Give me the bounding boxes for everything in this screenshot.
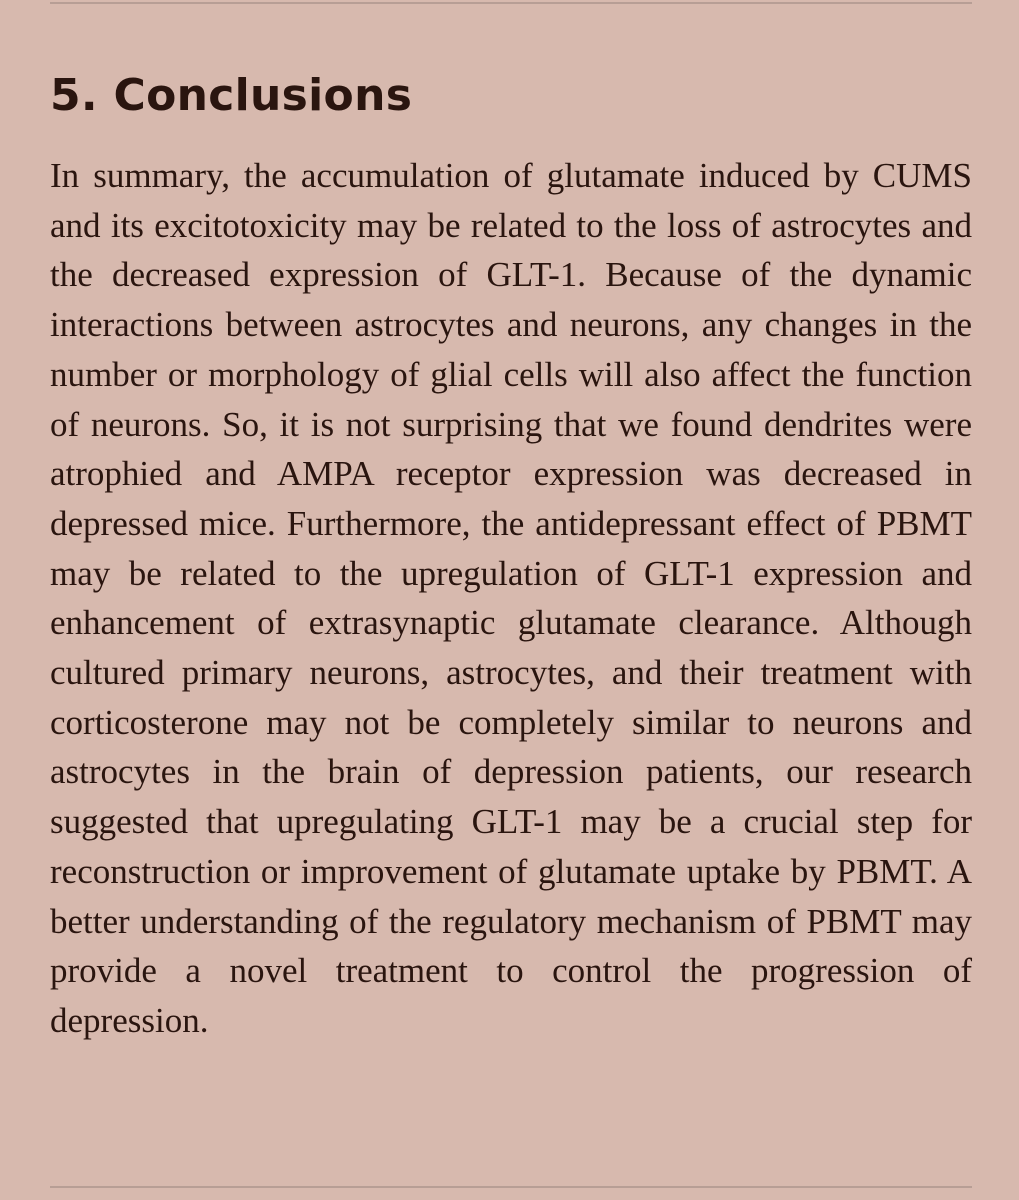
conclusion-paragraph: In summary, the accumulation of glutamat… <box>50 156 972 1040</box>
top-divider <box>50 2 972 4</box>
bottom-divider <box>50 1186 972 1188</box>
section-heading: 5. Conclusions <box>50 70 413 121</box>
